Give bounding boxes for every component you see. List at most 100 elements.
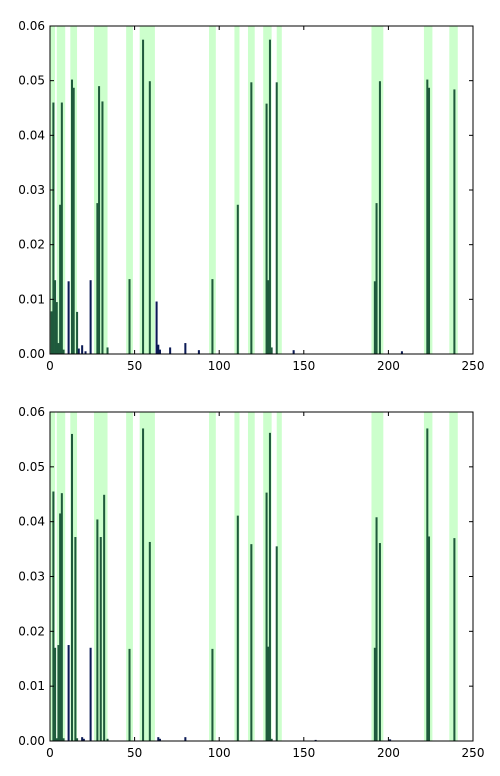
x-tick-label: 150 (292, 359, 315, 373)
bar (236, 515, 239, 741)
bar (98, 86, 101, 354)
highlight-band (234, 26, 240, 354)
bar (268, 39, 271, 355)
bar (77, 348, 80, 354)
bar (89, 647, 92, 741)
bar (106, 738, 109, 741)
bar (50, 311, 53, 354)
bar (184, 343, 187, 354)
bar (67, 281, 70, 354)
x-tick-label: 150 (292, 746, 315, 760)
bar (62, 349, 65, 354)
y-tick-label: 0.05 (18, 460, 45, 474)
bar (265, 103, 268, 354)
bar (292, 350, 295, 354)
bar (101, 101, 104, 354)
bar (427, 536, 431, 741)
bar (184, 737, 187, 741)
bar (157, 344, 160, 354)
bar (265, 492, 268, 741)
bar (197, 350, 200, 354)
bar (54, 647, 57, 741)
chart-panel-top: 0.00 0.01 0.02 0.03 0.04 0.05 0.06 0 50 100 150 200… (18, 19, 484, 373)
bar (250, 82, 253, 354)
bar (275, 546, 278, 741)
highlight-band (139, 26, 155, 354)
y-tick-label: 0.01 (18, 679, 45, 693)
y-tick-label: 0.01 (18, 292, 45, 306)
bar (148, 81, 151, 355)
bar (378, 81, 381, 355)
bar (59, 513, 62, 741)
y-tick-label: 0.06 (18, 405, 45, 419)
x-tick-label: 250 (462, 359, 485, 373)
highlight-band (126, 26, 133, 354)
bar (453, 89, 456, 354)
bar (426, 79, 429, 354)
highlight-band (126, 412, 133, 741)
bar (59, 204, 62, 354)
bar (52, 491, 55, 741)
bar (76, 311, 79, 354)
bar (314, 739, 317, 741)
bar (96, 519, 99, 741)
bar (375, 517, 378, 741)
bar (375, 203, 378, 354)
bar (169, 347, 172, 354)
x-tick-label: 50 (127, 359, 142, 373)
y-tick-label: 0.05 (18, 74, 45, 88)
bar (76, 738, 79, 741)
bar (103, 494, 106, 741)
bar (453, 538, 456, 741)
bar (142, 39, 145, 355)
highlight-band (70, 412, 78, 741)
bar (250, 544, 253, 741)
highlight-band (276, 412, 282, 741)
bar (373, 647, 376, 741)
x-tick-label: 100 (208, 746, 231, 760)
bar (96, 203, 99, 354)
bar (57, 645, 60, 741)
y-tick-label: 0.04 (18, 515, 45, 529)
bar (82, 738, 85, 741)
bar (236, 204, 239, 354)
bar (158, 738, 161, 741)
x-tick-label: 0 (46, 746, 54, 760)
bar (270, 738, 273, 741)
bar (270, 347, 273, 354)
highlight-band (209, 26, 216, 354)
bar (67, 645, 70, 741)
bar (70, 433, 74, 741)
bar (106, 347, 109, 354)
bar (373, 281, 376, 354)
bar (70, 79, 74, 354)
x-tick-label: 50 (127, 746, 142, 760)
x-tick-label: 100 (208, 359, 231, 373)
highlight-band (209, 412, 216, 741)
bar (427, 87, 431, 355)
y-tick-label: 0.02 (18, 238, 45, 252)
y-tick-label: 0.06 (18, 19, 45, 33)
x-tick-label: 0 (46, 359, 54, 373)
bar (81, 737, 84, 741)
bar (74, 537, 77, 741)
y-tick-label: 0.00 (18, 347, 45, 361)
highlight-band (93, 26, 108, 354)
x-tick-label: 200 (377, 746, 400, 760)
bar (60, 102, 63, 355)
bar (128, 648, 131, 741)
highlight-band (139, 412, 155, 741)
bar (426, 428, 429, 741)
bar (55, 738, 58, 741)
bar (389, 739, 392, 741)
bar (62, 738, 65, 741)
bar (99, 537, 102, 741)
bar (275, 82, 278, 354)
x-tick-label: 200 (377, 359, 400, 373)
bar (81, 345, 84, 354)
bar (84, 351, 87, 354)
bar (55, 302, 58, 354)
y-tick-label: 0.02 (18, 624, 45, 638)
highlight-band (276, 26, 282, 354)
